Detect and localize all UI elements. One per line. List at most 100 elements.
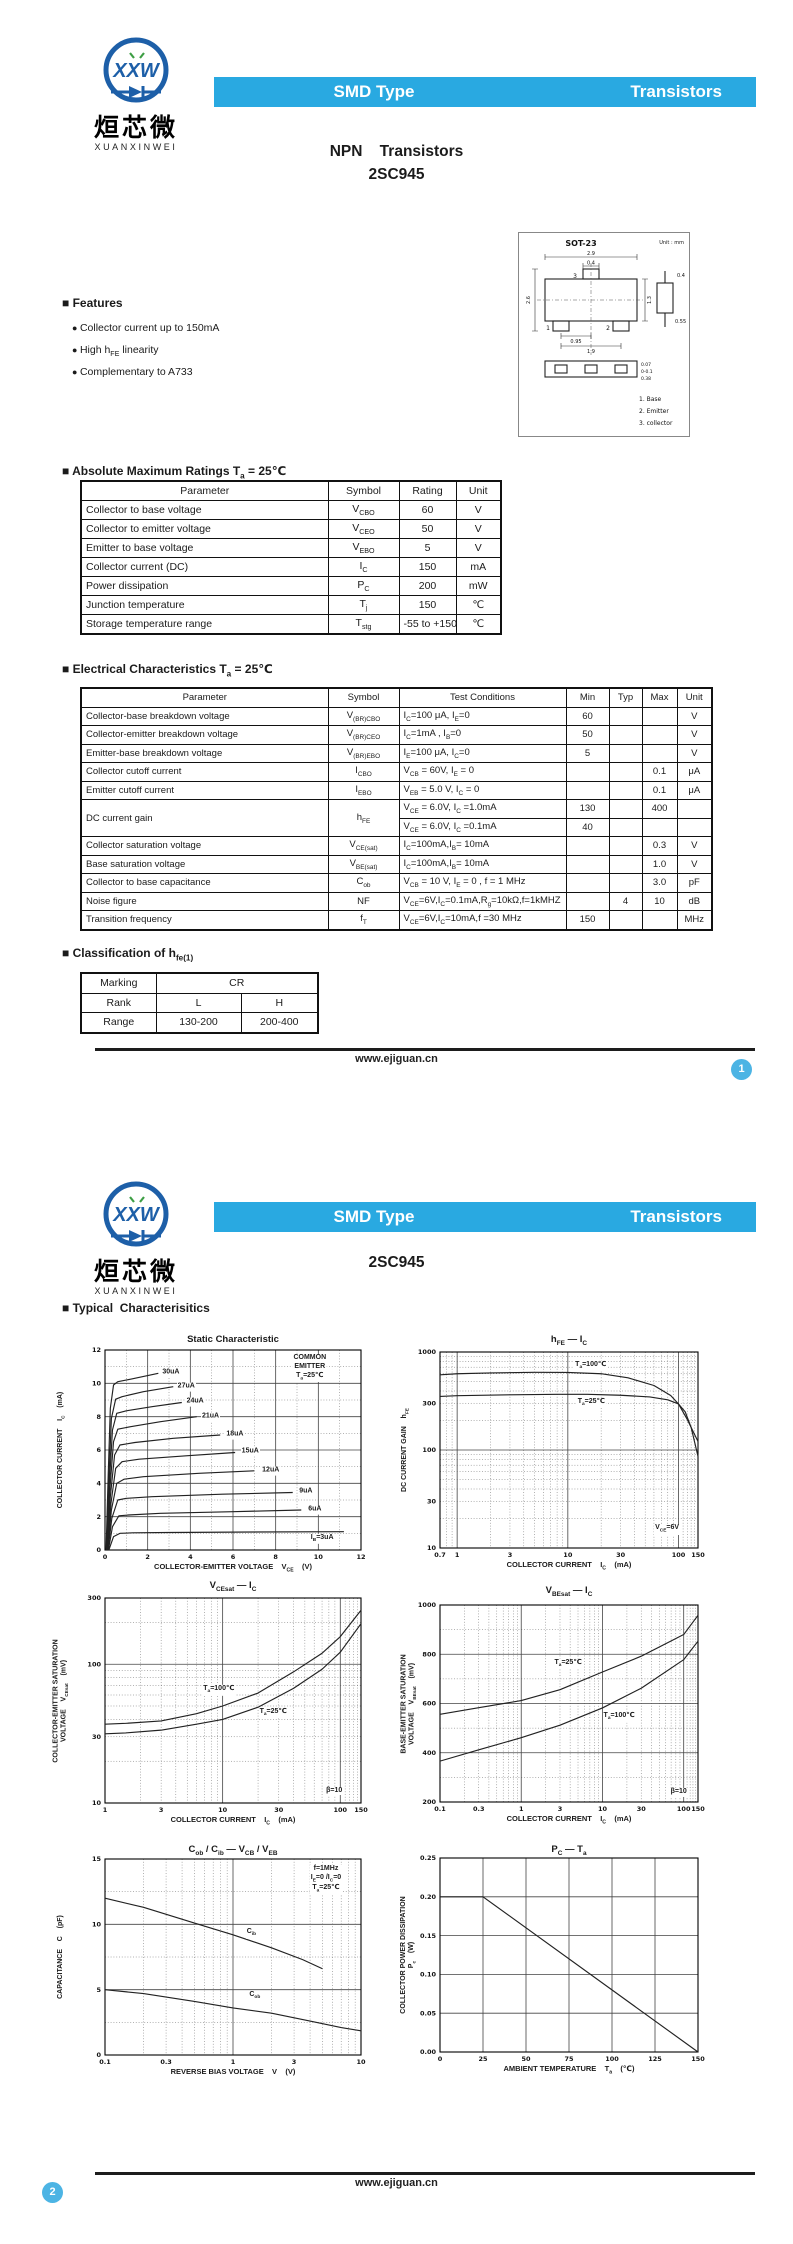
svg-text:3: 3 <box>558 1805 563 1813</box>
svg-text:30: 30 <box>274 1806 284 1814</box>
svg-text:100: 100 <box>422 1446 436 1454</box>
table-cell: 60 <box>565 706 610 726</box>
table-header-cell: Typ <box>608 687 643 708</box>
svg-text:0.25: 0.25 <box>420 1854 437 1862</box>
table-cell: VCE = 6.0V, IC =0.1mA <box>398 817 567 837</box>
table-row: Transition frequency fT VCE=6V,IC=10mA,f =… <box>80 910 713 930</box>
table-cell: Emitter-base breakdown voltage <box>80 743 329 763</box>
table-cell: V <box>455 519 502 539</box>
table-cell: 50 <box>565 725 610 745</box>
svg-text:150: 150 <box>354 1806 368 1814</box>
table-cell: mA <box>455 557 502 577</box>
table-row: Marking CR <box>80 972 319 994</box>
svg-text:2: 2 <box>145 1553 150 1561</box>
svg-text:150: 150 <box>691 1551 705 1559</box>
table-row: Collector-base breakdown voltage V(BR)CBO… <box>80 706 713 726</box>
brand-logo: XXW 烜芯微 XUANXINWEI <box>80 1180 192 1296</box>
svg-text:8: 8 <box>273 1553 278 1561</box>
footer-url: www.ejiguan.cn <box>355 2177 438 2189</box>
table-cell: IC=100 μA, IE=0 <box>398 706 567 726</box>
table-row: Emitter to base voltage VEBO 5 V <box>80 538 502 558</box>
abs-max-ratings-table: Parameter Symbol Rating Unit Collector to ba… <box>80 480 502 635</box>
table-cell: IC <box>327 557 400 577</box>
svg-text:0: 0 <box>96 2051 101 2059</box>
svg-text:30: 30 <box>92 1733 102 1741</box>
table-cell <box>608 817 643 837</box>
table-cell: μA <box>676 762 713 782</box>
svg-text:0.05: 0.05 <box>420 2009 437 2017</box>
curve-label: Ta=100℃ <box>202 1685 236 1696</box>
device-type-title: NPN Transistors <box>329 143 464 160</box>
table-cell: 0.3 <box>641 836 678 856</box>
svg-text:3: 3 <box>292 2058 297 2066</box>
table-cell: Tstg <box>327 614 400 635</box>
table-header-cell: Min <box>565 687 610 708</box>
svg-text:8: 8 <box>96 1413 101 1421</box>
svg-text:1000: 1000 <box>418 1348 437 1356</box>
table-cell: IEBO <box>327 780 400 800</box>
pin-1-label: 1 <box>546 325 550 332</box>
table-row: Noise figure NF VCE=6V,IC=0.1mA,Rg=10kΩ,f=… <box>80 891 713 911</box>
pin-3-label: 3 <box>573 273 577 280</box>
banner-transistors: Transistors <box>630 82 722 101</box>
table-cell: VBE(sat) <box>327 854 400 874</box>
curve-label: Ta=100℃ <box>574 1360 608 1371</box>
chart-x-axis-label: COLLECTOR-EMITTER VOLTAGE VCE (V) <box>154 1562 312 1574</box>
table-header-cell: Parameter <box>80 687 329 708</box>
table-cell: fT <box>327 910 400 930</box>
table-cell: 40 <box>565 817 610 837</box>
table-cell <box>676 817 713 837</box>
svg-text:0.00: 0.00 <box>420 2048 437 2056</box>
curve-label: 27uA <box>176 1382 196 1392</box>
svg-text:200: 200 <box>422 1798 436 1806</box>
svg-text:1: 1 <box>103 1806 108 1814</box>
dim-0-07: 0.07 <box>641 362 651 368</box>
table-cell: V <box>676 725 713 745</box>
chart-x-axis-label: COLLECTOR CURRENT IC (mA) <box>170 1815 296 1827</box>
table-cell: V(BR)CEO <box>327 725 400 745</box>
curve-label: 30uA <box>161 1368 181 1378</box>
table-cell: VCE(sat) <box>327 836 400 856</box>
brand-name-en: XUANXINWEI <box>94 142 178 153</box>
table-cell: V(BR)EBO <box>327 743 400 763</box>
svg-text:1: 1 <box>455 1551 460 1559</box>
table-header-cell: Unit <box>676 687 713 708</box>
chart-annotation: β=10 <box>669 1788 688 1797</box>
table-cell <box>641 725 678 745</box>
table-cell: 130-200 <box>155 1012 242 1033</box>
electrical-characteristics-table: Parameter Symbol Test Conditions Min Typ Max U… <box>80 687 713 931</box>
brand-name-cn: 烜芯微 <box>93 1258 178 1286</box>
table-cell <box>608 743 643 763</box>
chart-capacitance-vs-voltage: 0.1 0.3 1 3 10 0 5 10 15 Cob / Cib — VCB / VEB REV… <box>48 1844 388 2080</box>
table-cell: V(BR)CBO <box>327 706 400 726</box>
svg-text:10: 10 <box>598 1805 608 1813</box>
table-cell: ℃ <box>455 595 502 615</box>
table-cell: 60 <box>398 500 457 520</box>
legend-collector: 3. collector <box>639 420 673 427</box>
curve-label: Cib <box>245 1928 258 1939</box>
svg-text:4: 4 <box>96 1480 101 1488</box>
svg-text:1: 1 <box>231 2058 236 2066</box>
svg-text:1: 1 <box>519 1805 524 1813</box>
table-cell: Collector to emitter voltage <box>80 519 329 539</box>
chart-x-axis-label: AMBIENT TEMPERATURE Ta (℃) <box>503 2064 635 2076</box>
svg-text:5: 5 <box>96 1986 101 1994</box>
table-row: Emitter cutoff current IEBO VEB = 5.0 V, I… <box>80 780 713 800</box>
table-header-cell: Symbol <box>327 480 400 501</box>
table-cell: μA <box>676 780 713 800</box>
header-banner: SMD Type Transistors <box>214 77 756 107</box>
chart-vcesat-vs-ic: 1 3 10 30 100 150 10 30 100 300 VCEsat — IC COLLECT… <box>48 1580 388 1830</box>
table-cell: 150 <box>565 910 610 930</box>
svg-text:0.7: 0.7 <box>434 1551 446 1559</box>
svg-text:3: 3 <box>159 1806 164 1814</box>
dim-0-55: 0.55 <box>675 319 686 325</box>
chart-x-axis-label: COLLECTOR CURRENT IC (mA) <box>506 1814 632 1826</box>
package-outline-svg: SOT-23 Unit : mm 2.9 0.4 3 1 2 2.6 1.3 0… <box>526 239 686 427</box>
table-cell: IE=100 μA, IC=0 <box>398 743 567 763</box>
chart-canvas: 0.1 0.3 1 3 10 0 5 10 15 <box>92 1855 366 2066</box>
table-cell: 3.0 <box>641 873 678 893</box>
chart-title: Static Characteristic <box>187 1334 279 1345</box>
curve-label: 21uA <box>201 1412 221 1422</box>
table-cell: VEB = 5.0 V, IC = 0 <box>398 780 567 800</box>
table-cell: Range <box>80 1012 157 1033</box>
